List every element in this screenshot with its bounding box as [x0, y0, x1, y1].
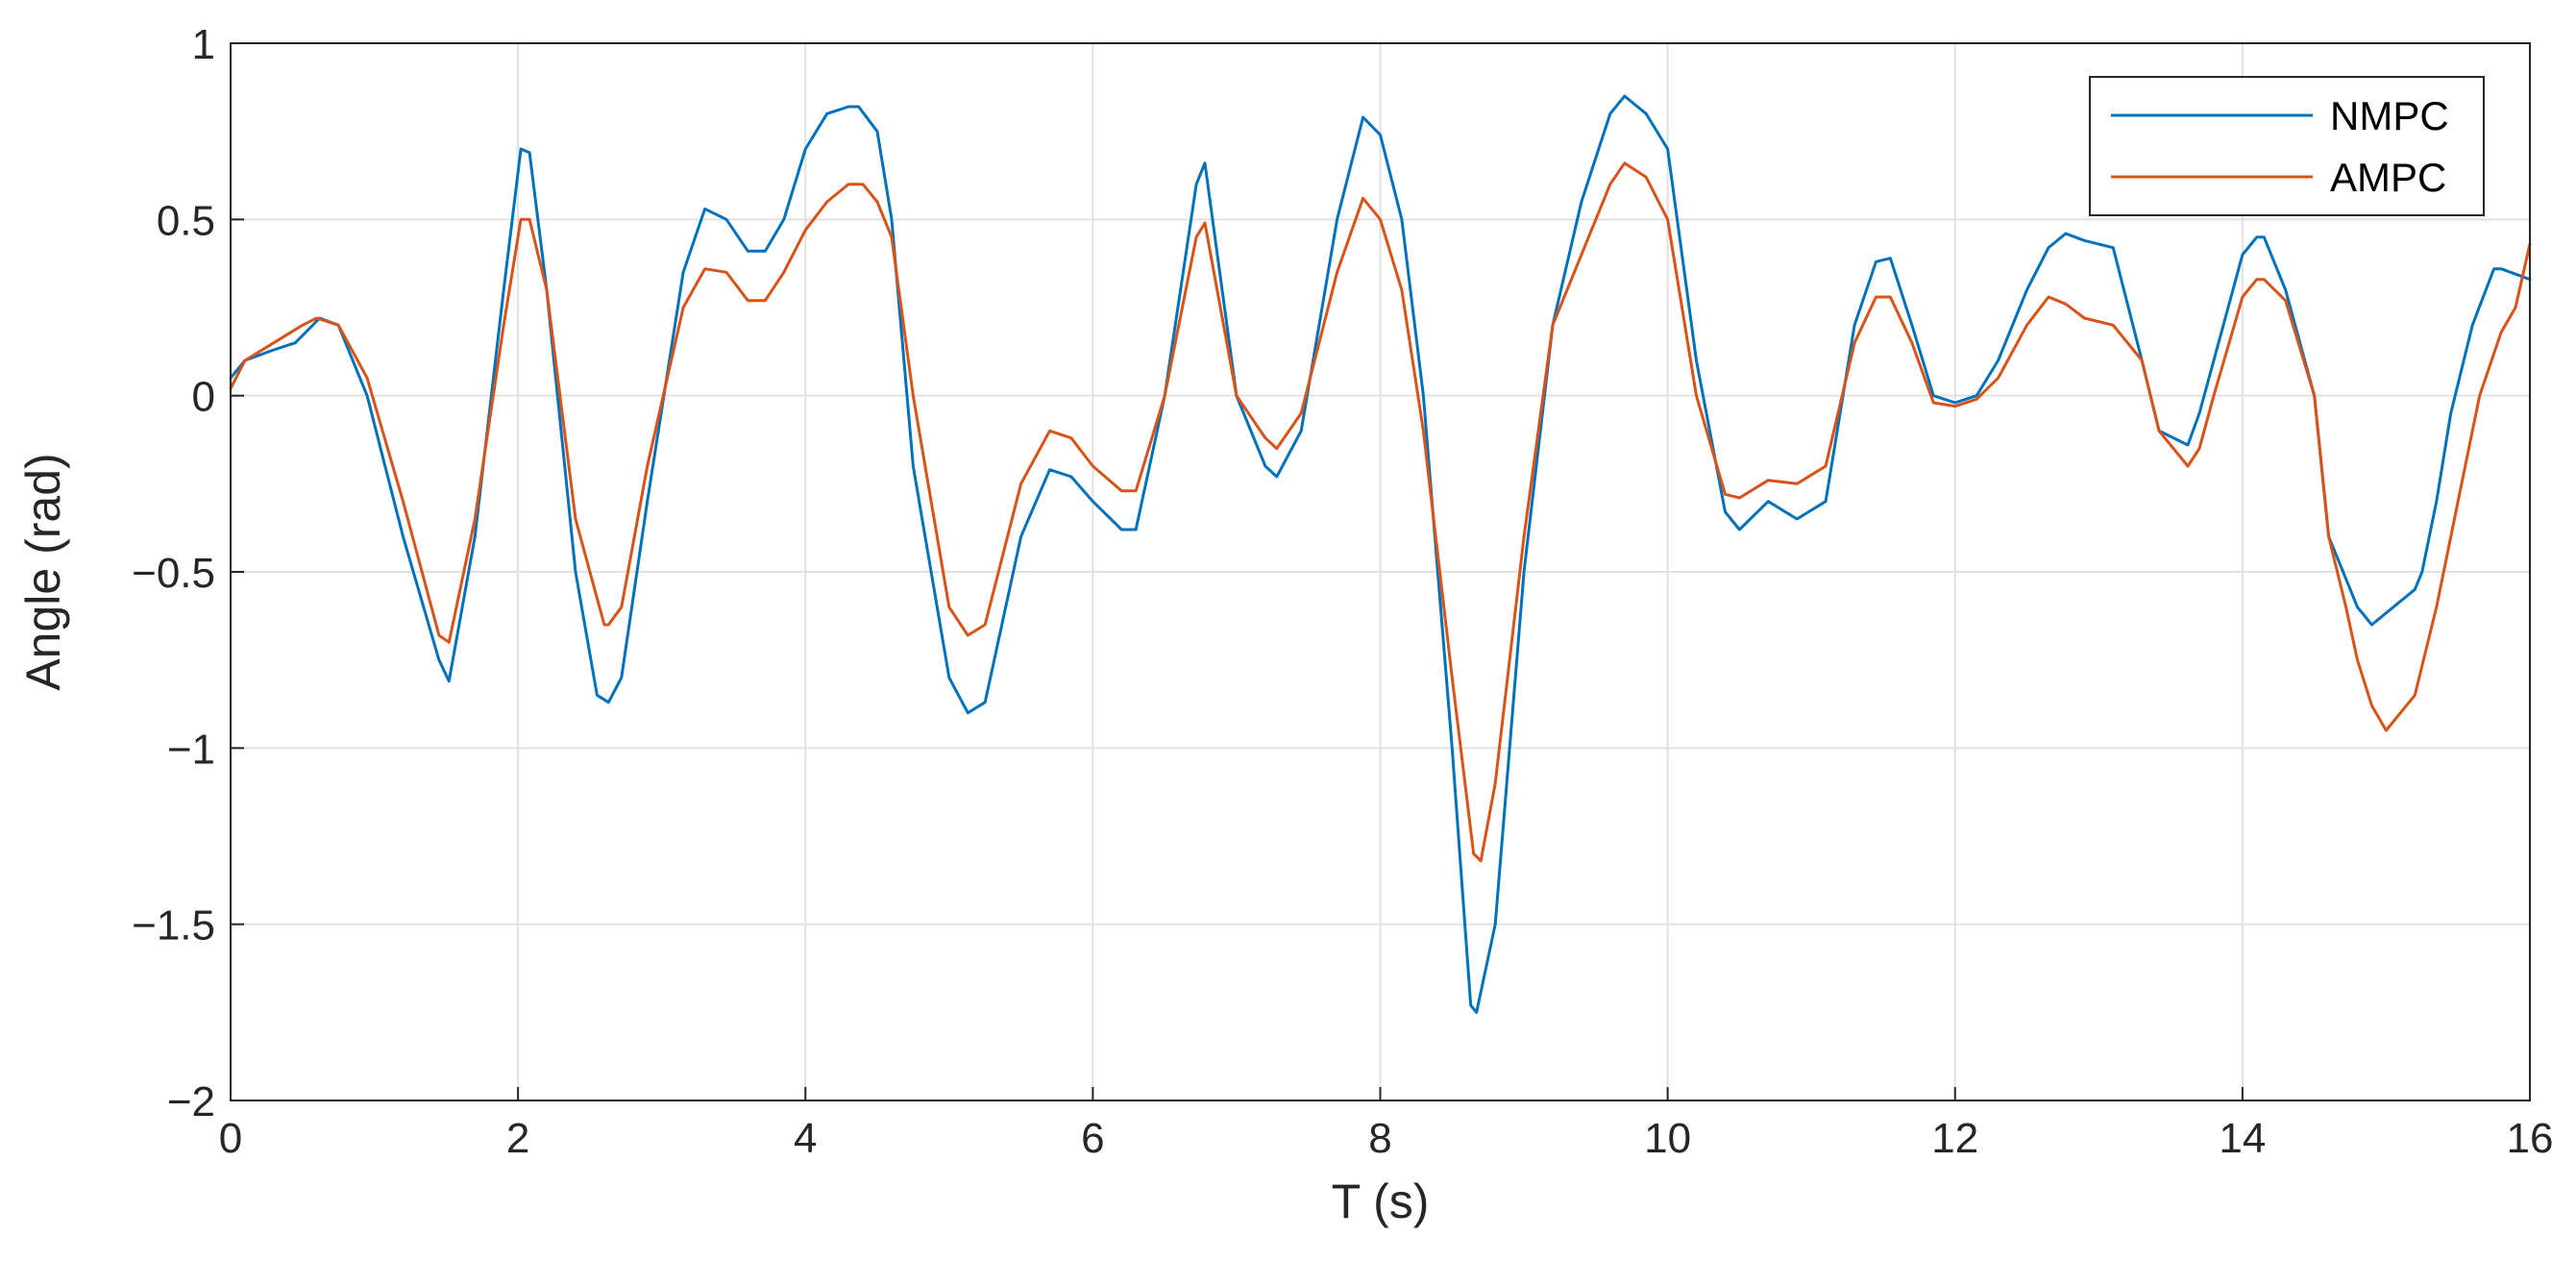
y-axis-title: Angle (rad) [16, 453, 70, 690]
x-tick-label: 0 [219, 1115, 242, 1162]
ticks [230, 42, 2531, 1101]
y-tick-label: −2 [167, 1078, 215, 1125]
legend-box [2089, 76, 2485, 216]
x-tick-labels: 0 2 4 6 8 10 12 14 16 [219, 1115, 2554, 1162]
legend: NMPC AMPC [2089, 76, 2485, 216]
y-tick-label: 1 [192, 21, 215, 68]
x-tick-label: 2 [506, 1115, 529, 1162]
x-tick-label: 8 [1368, 1115, 1391, 1162]
x-tick-label: 4 [794, 1115, 817, 1162]
series-line-nmpc [229, 94, 2532, 1014]
x-axis-title: T (s) [1332, 1174, 1430, 1228]
y-tick-label: −0.5 [132, 550, 215, 597]
x-tick-label: 10 [1644, 1115, 1691, 1162]
legend-label: NMPC [2330, 93, 2449, 138]
y-tick-label: 0.5 [157, 197, 215, 244]
x-tick-label: 16 [2507, 1115, 2554, 1162]
y-tick-label: −1.5 [132, 902, 215, 950]
y-tick-labels: 1 0.5 0 −0.5 −1 −1.5 −2 [132, 21, 215, 1125]
x-tick-label: 12 [1931, 1115, 1978, 1162]
y-tick-label: −1 [167, 726, 215, 773]
y-tick-label: 0 [192, 374, 215, 421]
series-group [229, 94, 2532, 1014]
x-tick-label: 14 [2219, 1115, 2266, 1162]
x-tick-label: 6 [1081, 1115, 1104, 1162]
legend-label: AMPC [2330, 155, 2446, 200]
series-line-ampc [229, 161, 2532, 863]
